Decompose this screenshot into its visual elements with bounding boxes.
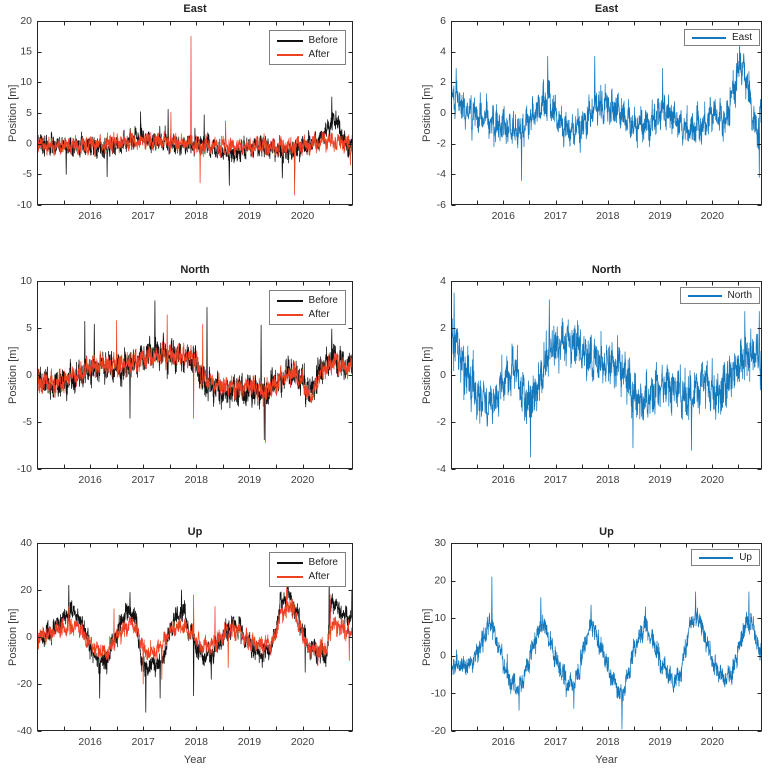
x-axis-label: Year bbox=[595, 754, 618, 766]
legend-label: North bbox=[727, 290, 752, 301]
legend-line-sample-after bbox=[276, 575, 303, 578]
y-axis-label: Position [m] bbox=[421, 346, 433, 404]
legend-entry-before: Before bbox=[276, 557, 338, 568]
legend-line-sample-before bbox=[276, 561, 303, 564]
subplot-north-filtered: North Position [m] North bbox=[386, 258, 772, 520]
y-axis-label: Position [m] bbox=[7, 84, 19, 142]
legend: Before After bbox=[268, 552, 346, 587]
legend-entry-north: North bbox=[687, 290, 752, 301]
legend-label: Before bbox=[308, 35, 338, 46]
subplot-up-filtered: Up Position [m] Year Up bbox=[386, 520, 772, 769]
legend-label: After bbox=[308, 49, 330, 60]
subplot-east-before-after: East Position [m] Before After bbox=[0, 0, 386, 258]
chart-title: Up bbox=[599, 526, 614, 538]
chart-title: North bbox=[180, 264, 210, 276]
legend-line-sample-up bbox=[699, 556, 734, 559]
y-axis-label: Position [m] bbox=[421, 84, 433, 142]
subplot-east-filtered: East Position [m] East bbox=[386, 0, 772, 258]
y-axis-label: Position [m] bbox=[7, 346, 19, 404]
legend-label: After bbox=[308, 571, 330, 582]
legend-label: Before bbox=[308, 295, 338, 306]
legend-line-sample-north bbox=[687, 294, 722, 297]
y-axis-label: Position [m] bbox=[421, 608, 433, 666]
legend-line-sample-before bbox=[276, 39, 303, 42]
legend-entry-before: Before bbox=[276, 295, 338, 306]
legend-label: Before bbox=[308, 557, 338, 568]
legend-entry-after: After bbox=[276, 49, 338, 60]
chart-title: Up bbox=[187, 526, 203, 538]
subplot-north-before-after: North Position [m] Before After bbox=[0, 258, 386, 520]
legend: East bbox=[683, 29, 760, 46]
chart-title: North bbox=[591, 264, 622, 276]
legend: Up bbox=[691, 549, 760, 566]
legend-entry-up: Up bbox=[699, 552, 752, 563]
legend-line-sample-east bbox=[691, 36, 726, 39]
legend-line-sample-after bbox=[276, 313, 303, 316]
legend-line-sample-after bbox=[276, 53, 303, 56]
legend-entry-after: After bbox=[276, 571, 338, 582]
legend: North bbox=[679, 287, 760, 304]
chart-title: East bbox=[594, 3, 619, 15]
legend-label: East bbox=[731, 32, 752, 43]
legend-label: Up bbox=[739, 552, 752, 563]
legend-entry-before: Before bbox=[276, 35, 338, 46]
y-axis-label: Position [m] bbox=[7, 608, 19, 666]
legend: Before After bbox=[268, 30, 346, 65]
legend-entry-after: After bbox=[276, 309, 338, 320]
legend-label: After bbox=[308, 309, 330, 320]
legend-line-sample-before bbox=[276, 299, 303, 302]
subplot-up-before-after: Up Position [m] Year Before After bbox=[0, 520, 386, 769]
x-axis-label: Year bbox=[183, 754, 207, 766]
legend: Before After bbox=[268, 290, 346, 325]
legend-entry-east: East bbox=[691, 32, 752, 43]
chart-title: East bbox=[183, 3, 207, 15]
